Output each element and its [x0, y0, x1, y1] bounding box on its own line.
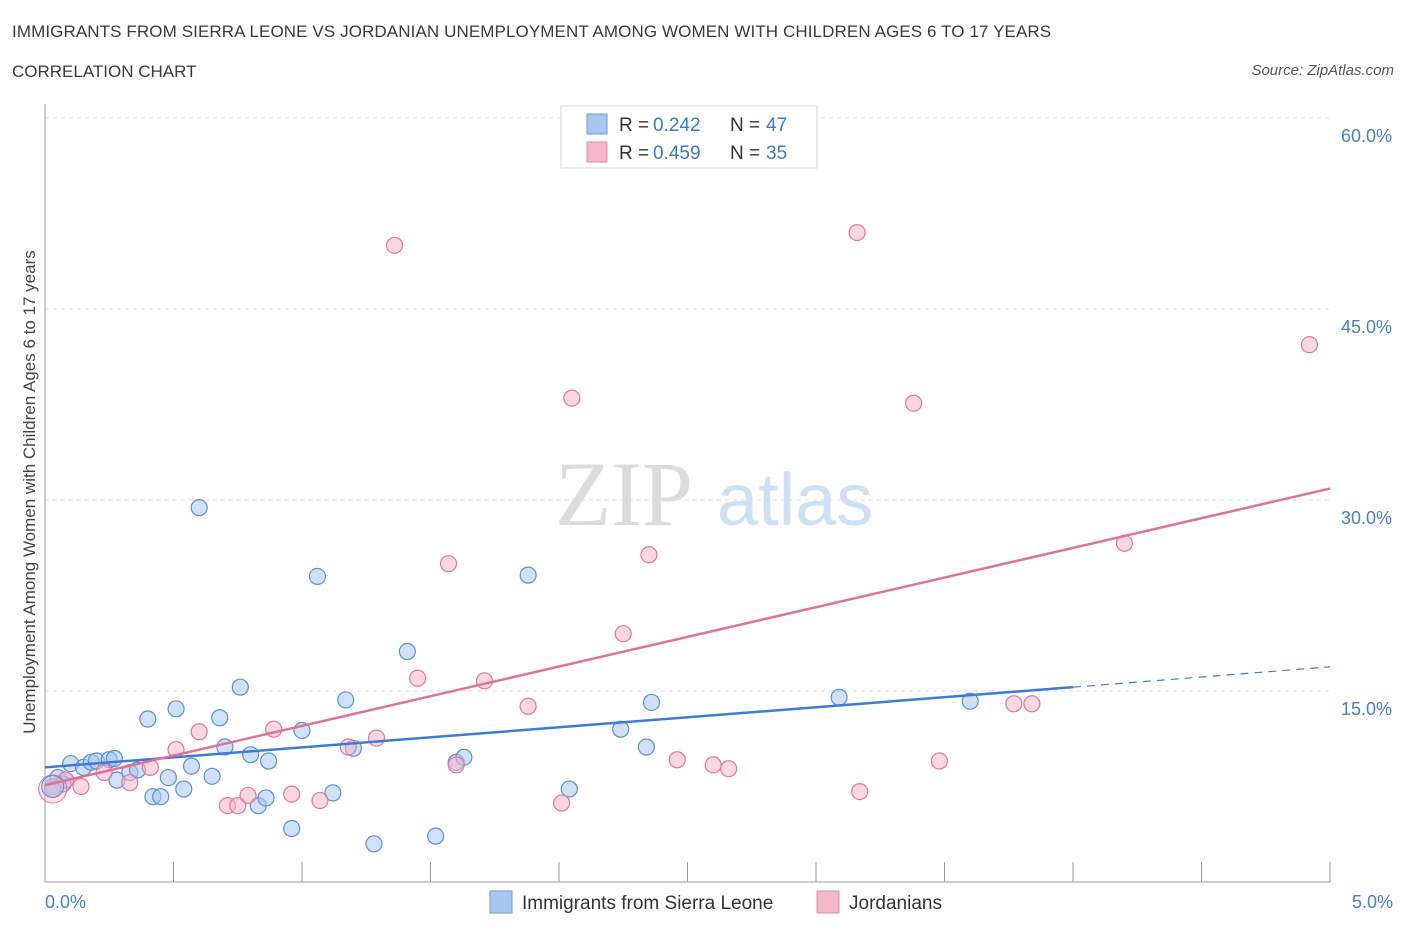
point-sierra-leone	[41, 775, 65, 798]
grid-lines	[45, 117, 1330, 692]
point-jordanians	[720, 760, 738, 778]
watermark-atlas: atlas	[717, 458, 873, 541]
point-sierra-leone	[308, 567, 327, 586]
point-sierra-leone	[203, 767, 221, 785]
point-jordanians	[409, 669, 427, 687]
axes	[44, 104, 1331, 883]
legend-bottom: Immigrants from Sierra Leone Jordanians	[489, 890, 942, 914]
trendline-jordanians	[44, 487, 1331, 787]
point-jordanians	[1023, 695, 1041, 713]
point-sierra-leone	[337, 691, 355, 709]
point-jordanians	[239, 786, 257, 805]
legend-top: R = 0.242 N = 47 R = 0.459 N = 35	[560, 105, 818, 169]
y-tick-label: 45.0%	[1341, 317, 1392, 337]
point-sierra-leone	[560, 780, 578, 798]
point-sierra-leone	[139, 710, 157, 728]
point-jordanians	[614, 625, 632, 643]
y-tick-label: 30.0%	[1341, 508, 1392, 528]
point-sierra-leone	[259, 752, 278, 770]
point-sierra-leone	[105, 749, 123, 768]
legend-label: Immigrants from Sierra Leone	[522, 893, 773, 914]
point-jordanians	[851, 782, 869, 801]
point-sierra-leone	[365, 835, 383, 853]
point-jordanians	[367, 729, 386, 747]
data-points	[38, 224, 1319, 853]
point-jordanians	[848, 224, 866, 242]
point-sierra-leone	[152, 788, 170, 806]
point-jordanians	[439, 555, 458, 573]
point-jordanians	[640, 546, 658, 564]
point-jordanians	[905, 394, 923, 412]
legend-r-value: 0.242	[653, 115, 701, 136]
point-jordanians	[1300, 336, 1319, 354]
legend-swatch	[489, 890, 513, 914]
legend-swatch	[816, 890, 840, 914]
legend-r-label: R =	[619, 115, 649, 136]
point-jordanians	[668, 751, 686, 769]
legend-n-label: N =	[730, 115, 760, 136]
point-jordanians	[311, 791, 329, 810]
point-jordanians	[121, 774, 139, 792]
point-sierra-leone	[637, 738, 655, 756]
point-sierra-leone	[231, 678, 249, 696]
point-sierra-leone	[961, 692, 979, 710]
point-sierra-leone	[398, 642, 416, 661]
point-jordanians	[283, 785, 301, 803]
source-credit: Source: ZipAtlas.com	[1251, 62, 1394, 79]
point-jordanians	[552, 794, 571, 812]
legend-swatch	[586, 113, 608, 135]
point-sierra-leone	[612, 720, 630, 738]
point-jordanians	[339, 738, 357, 756]
point-sierra-leone	[211, 709, 229, 727]
watermark: ZIP atlas	[555, 443, 873, 545]
x-tick-label: 0.0%	[45, 892, 86, 912]
legend-r-label: R =	[619, 143, 649, 164]
legend-n-label: N =	[730, 143, 760, 164]
point-jordanians	[447, 756, 465, 774]
point-sierra-leone	[159, 768, 177, 787]
chart-title: IMMIGRANTS FROM SIERRA LEONE VS JORDANIA…	[12, 22, 1052, 41]
trend-lines	[44, 487, 1331, 787]
point-sierra-leone	[257, 789, 275, 807]
legend-swatch	[586, 141, 608, 163]
legend-n-value: 35	[766, 143, 787, 164]
point-sierra-leone	[182, 757, 201, 775]
trendline-sierra-leone	[44, 685, 1074, 769]
point-sierra-leone	[190, 499, 208, 517]
x-tick-label: 5.0%	[1352, 892, 1393, 912]
watermark-zip: ZIP	[555, 443, 693, 545]
point-jordanians	[704, 756, 722, 774]
point-sierra-leone	[519, 566, 537, 584]
point-jordanians	[229, 796, 247, 815]
point-jordanians	[72, 777, 90, 796]
point-sierra-leone	[642, 693, 661, 712]
point-jordanians	[1005, 695, 1023, 713]
point-sierra-leone	[324, 784, 342, 802]
point-jordanians	[519, 697, 537, 715]
point-sierra-leone	[427, 827, 445, 845]
point-sierra-leone	[283, 819, 301, 838]
legend-n-value: 47	[766, 115, 787, 136]
point-jordanians	[385, 236, 404, 254]
chart-subtitle: CORRELATION CHART	[12, 62, 197, 81]
point-jordanians	[930, 752, 948, 770]
legend-r-value: 0.459	[653, 143, 701, 164]
y-tick-label: 60.0%	[1341, 126, 1392, 146]
tick-labels: 15.0% 30.0% 45.0% 60.0% 0.0% 5.0%	[45, 126, 1393, 912]
point-sierra-leone	[830, 688, 848, 706]
point-jordanians	[190, 723, 208, 741]
point-jordanians	[475, 672, 494, 690]
point-jordanians	[563, 389, 581, 407]
trendline-sierra-leone-extension	[1072, 666, 1331, 688]
point-sierra-leone	[175, 780, 193, 798]
legend-label: Jordanians	[849, 893, 942, 914]
y-tick-label: 15.0%	[1341, 699, 1392, 719]
point-sierra-leone	[167, 700, 185, 718]
point-sierra-leone	[242, 746, 260, 764]
y-axis-label: Unemployment Among Women with Children A…	[20, 250, 39, 734]
